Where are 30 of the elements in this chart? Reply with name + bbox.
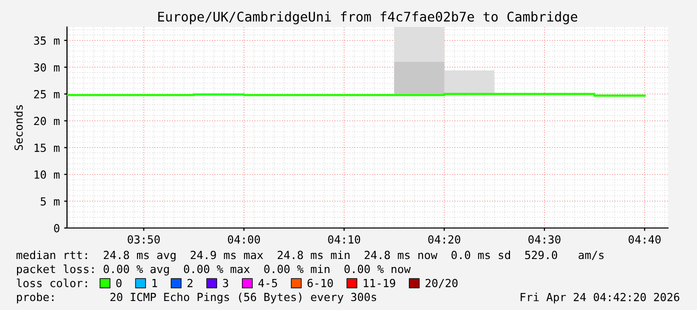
y-tick-label: 25 m [34,90,60,98]
text: Fri Apr 24 04:42:20 2026 [520,292,680,304]
text: median rtt: 24.8 ms avg 24.9 ms max 24.8 ms min 24.8 ms now 0.0 ms sd 529.0 am/s [16,250,604,262]
text: packet loss: 0.00 % avg 0.00 % max 0.00 % min 0.00 % now [17,264,411,276]
text: probe: 20 ICMP Echo Pings (56 Bytes) every 300s [17,292,376,304]
legend-label: 11-19 [364,278,396,288]
legend-title: loss color: [16,278,87,288]
bar [394,62,444,96]
y-tick-label: 5 m [40,197,60,206]
x-tick-label: 03:50 [128,235,160,244]
x-tick-label: 04:00 [228,235,260,244]
y-tick-label: 35 m [34,36,60,45]
x-tick-label: 04:20 [428,235,460,244]
legend-label: 2 [188,278,192,288]
x-tick-label: 04:30 [528,235,560,244]
x-tick-label: 04:10 [328,235,360,244]
legend-label: 1 [152,278,158,288]
legend-label: 6-10 [308,278,333,288]
legend-label: 4-5 [258,278,278,288]
chart-title: Europe/UK/CambridgeUni from f4c7fae02b7e to Cambridge [158,11,578,24]
y-tick-label: 20 m [34,116,60,126]
legend-label: 0 [116,278,122,288]
y-tick-label: 0 [54,224,60,232]
y-tick-label: 10 m [34,170,60,179]
legend-label: 3 [223,278,228,288]
x-tick-label: 04:40 [628,235,661,244]
legend-label: 20/20 [426,278,458,288]
y-axis-title: Seconds [14,105,23,150]
y-tick-label: 30 m [34,63,60,72]
y-tick-label: 15 m [34,144,60,152]
